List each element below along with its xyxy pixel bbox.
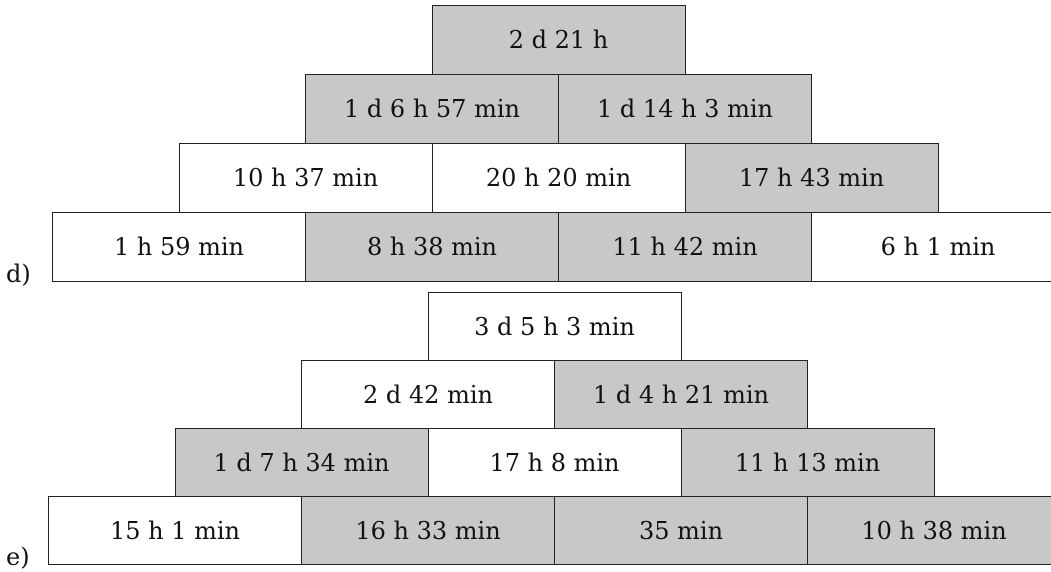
pyramid-brick: 1 d 6 h 57 min <box>305 74 559 144</box>
pyramid-brick: 8 h 38 min <box>305 212 559 282</box>
pyramid-brick: 1 d 14 h 3 min <box>558 74 812 144</box>
pyramid-brick: 2 d 42 min <box>301 360 555 429</box>
pyramid-brick: 15 h 1 min <box>48 496 302 565</box>
pyramid-brick: 3 d 5 h 3 min <box>427 292 682 361</box>
exercise-label: e) <box>6 543 30 571</box>
pyramid-brick: 16 h 33 min <box>301 496 555 565</box>
pyramid-brick: 1 d 7 h 34 min <box>174 428 429 497</box>
pyramid-brick: 11 h 42 min <box>558 212 812 282</box>
pyramid-brick: 11 h 13 min <box>680 428 935 497</box>
pyramid-brick: 10 h 37 min <box>178 143 433 213</box>
pyramid-brick: 2 d 21 h <box>431 5 686 75</box>
pyramid-brick: 35 min <box>554 496 808 565</box>
pyramid-brick: 17 h 43 min <box>684 143 939 213</box>
pyramid-brick: 20 h 20 min <box>431 143 686 213</box>
pyramid-brick: 17 h 8 min <box>427 428 682 497</box>
pyramid-brick: 10 h 38 min <box>807 496 1051 565</box>
pyramid-brick: 6 h 1 min <box>811 212 1051 282</box>
pyramid-brick: 1 d 4 h 21 min <box>554 360 808 429</box>
exercise-label: d) <box>6 260 31 288</box>
pyramid-brick: 1 h 59 min <box>52 212 306 282</box>
